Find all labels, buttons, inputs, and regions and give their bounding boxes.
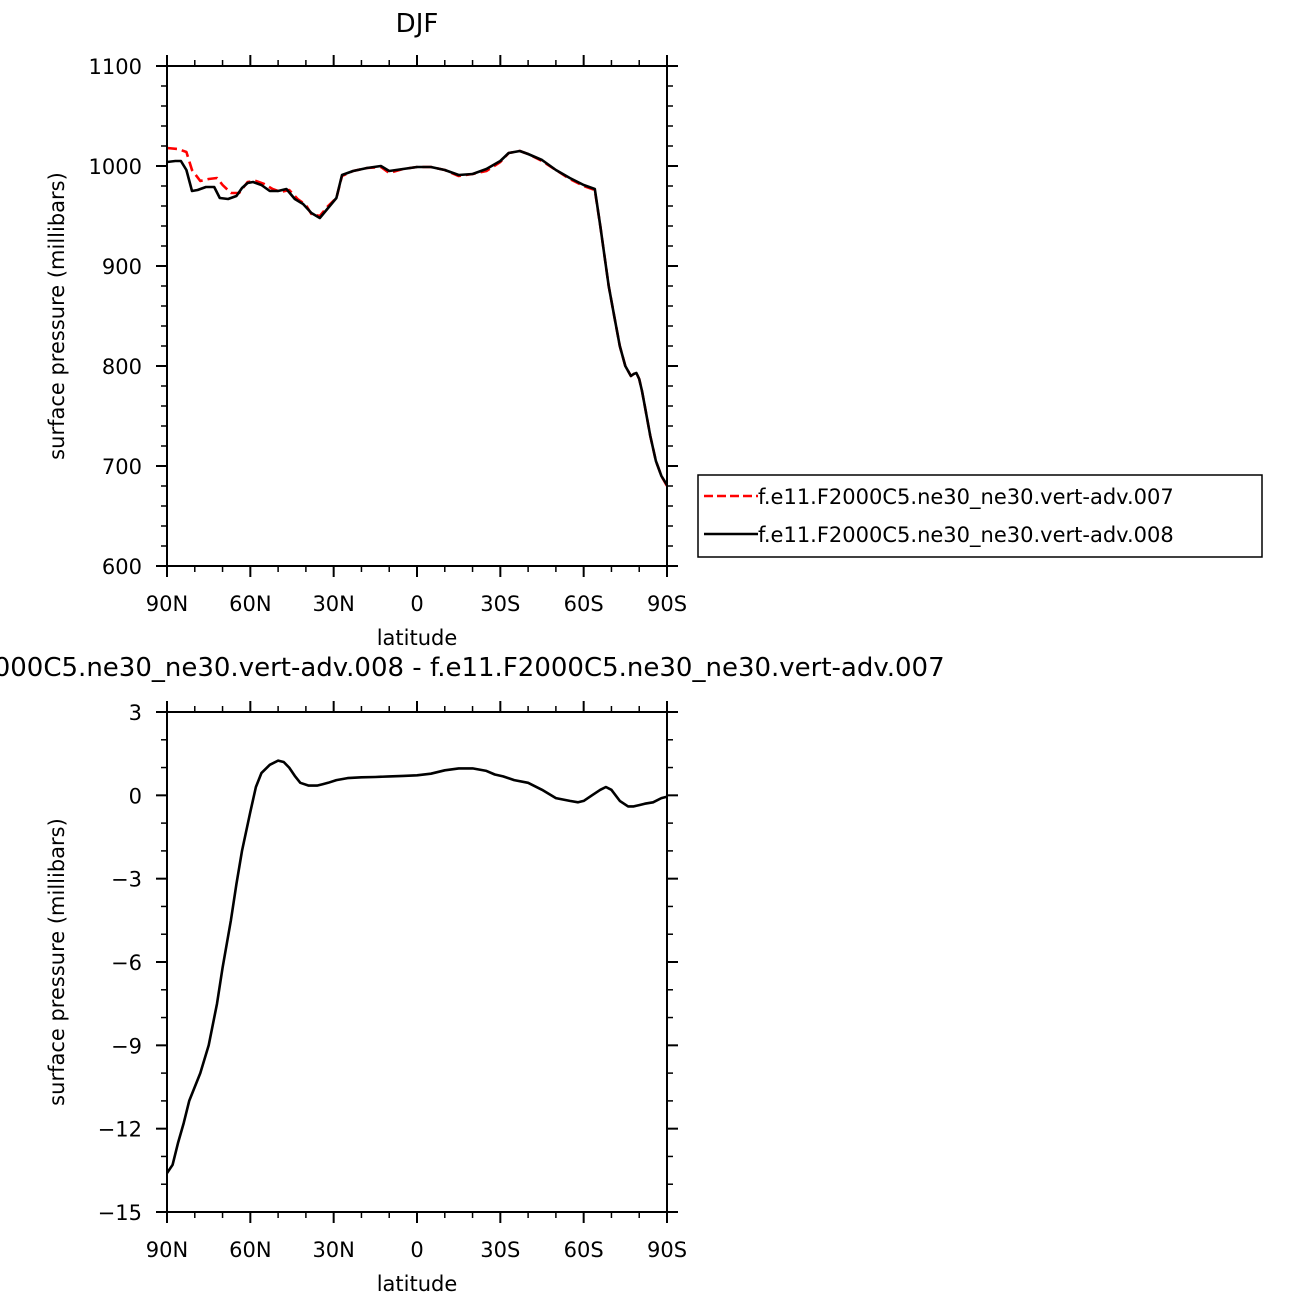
- legend-box: [697, 474, 1263, 558]
- x-tick-label: 30S: [480, 592, 520, 616]
- y-tick-label: −6: [111, 951, 142, 975]
- x-tick-label: 90N: [146, 1238, 188, 1262]
- x-tick-label: 90S: [647, 1238, 687, 1262]
- x-tick-label: 60N: [229, 1238, 271, 1262]
- series-line-1: [167, 759, 667, 1174]
- x-axis-label: latitude: [377, 626, 458, 650]
- legend: f.e11.F2000C5.ne30_ne30.vert-adv.007 f.e1…: [697, 474, 1263, 558]
- legend-label-2: f.e11.F2000C5.ne30_ne30.vert-adv.008: [758, 523, 1174, 548]
- y-axis-label: surface pressure (millibars): [45, 172, 69, 460]
- chart-panel-2: f.e11.F2000C5.ne30_ne30.vert-adv.008 - f…: [0, 653, 945, 1296]
- y-tick-label: 600: [102, 555, 142, 579]
- x-tick-label: 0: [410, 1238, 423, 1262]
- plot-frame: [166, 711, 668, 1213]
- chart-title: f.e11.F2000C5.ne30_ne30.vert-adv.008 - f…: [0, 653, 945, 683]
- y-tick-label: 800: [102, 355, 142, 379]
- x-tick-label: 60N: [229, 592, 271, 616]
- y-tick-label: 700: [102, 455, 142, 479]
- y-tick-label: 1000: [89, 155, 142, 179]
- chart-panel-1: DJF 90N 60N 30N 0 30S 60S 90S 600 700 800 900 1000 11…: [45, 9, 1263, 650]
- y-tick-label: 1100: [89, 55, 142, 79]
- plot-frame: [166, 65, 668, 567]
- chart-title: DJF: [396, 9, 439, 39]
- x-tick-label: 30N: [312, 1238, 354, 1262]
- x-tick-label: 60S: [564, 592, 604, 616]
- y-tick-label: 3: [129, 701, 142, 725]
- y-tick-label: 900: [102, 255, 142, 279]
- y-tick-label: −9: [111, 1034, 142, 1058]
- x-tick-label: 30N: [312, 592, 354, 616]
- legend-label-1: f.e11.F2000C5.ne30_ne30.vert-adv.007: [758, 485, 1174, 510]
- x-tick-label: 90S: [647, 592, 687, 616]
- x-tick-label: 30S: [480, 1238, 520, 1262]
- series-line-1: [167, 146, 667, 487]
- y-axis-label: surface pressure (millibars): [45, 818, 69, 1106]
- y-tick-label: −15: [98, 1201, 142, 1225]
- y-tick-label: −3: [111, 868, 142, 892]
- y-tick-label: −12: [98, 1118, 142, 1142]
- x-tick-label: 90N: [146, 592, 188, 616]
- x-tick-label: 0: [410, 592, 423, 616]
- y-tick-label: 0: [129, 784, 142, 808]
- series-line-2: [167, 149, 667, 486]
- x-tick-label: 60S: [564, 1238, 604, 1262]
- x-axis-label: latitude: [377, 1272, 458, 1296]
